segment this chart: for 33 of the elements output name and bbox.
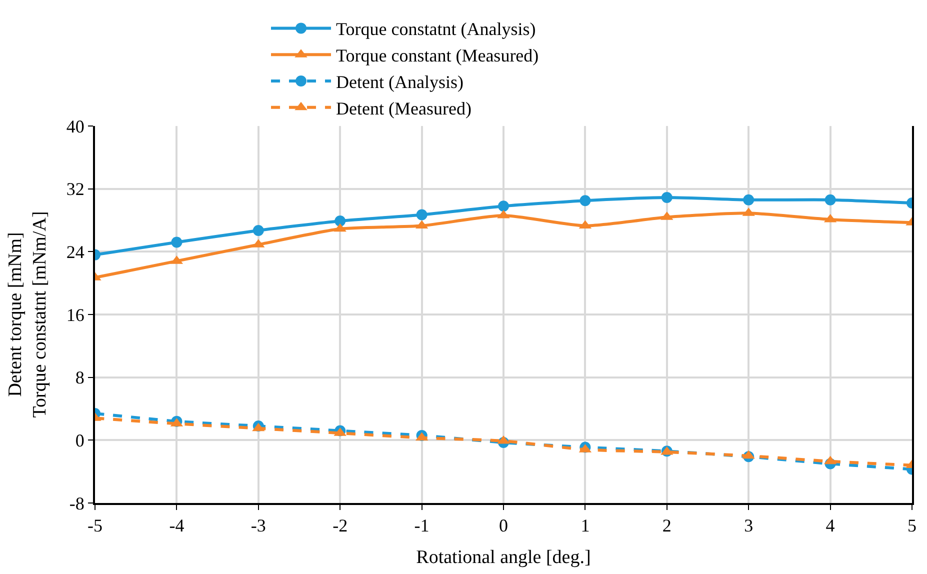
- x-tick-label: 4: [826, 516, 835, 536]
- point: [498, 200, 509, 212]
- x-tick-label: 2: [662, 516, 672, 536]
- y-axis-title: Detent torque [mNm] Torque constatnt [mNm/A]: [5, 211, 51, 418]
- legend-label: Detent (Measured): [336, 98, 472, 118]
- x-tick-label: 5: [908, 516, 916, 536]
- y-tick-label: 40: [66, 116, 84, 136]
- point: [743, 194, 754, 206]
- point: [824, 194, 836, 206]
- point: [252, 224, 264, 236]
- point: [334, 216, 346, 227]
- x-tick-label: 0: [499, 516, 508, 536]
- x-tick-label: -4: [169, 516, 184, 536]
- x-axis-title: Rotational angle [deg.]: [416, 546, 591, 568]
- point: [416, 209, 428, 220]
- y-tick-label: 32: [66, 179, 84, 200]
- y-tick-label: 8: [75, 368, 84, 388]
- point: [580, 195, 591, 206]
- y-tick-label: -8: [69, 493, 84, 514]
- point: [661, 192, 672, 203]
- point: [171, 236, 182, 248]
- legend-label: Torque constatnt (Analysis): [336, 19, 536, 40]
- x-tick-label: 1: [580, 516, 590, 536]
- x-tick-label: -5: [88, 516, 102, 536]
- legend-label: Torque constant (Measured): [336, 46, 539, 66]
- y-tick-label: 16: [66, 304, 84, 325]
- x-tick-label: 3: [744, 516, 754, 536]
- y-tick-label: 24: [66, 242, 84, 262]
- x-tick-label: -1: [414, 516, 430, 536]
- x-tick-label: -2: [332, 516, 348, 536]
- x-tick-label: -3: [250, 516, 266, 536]
- legend-label: Detent (Analysis): [336, 72, 464, 92]
- y-tick-label: 0: [75, 430, 84, 450]
